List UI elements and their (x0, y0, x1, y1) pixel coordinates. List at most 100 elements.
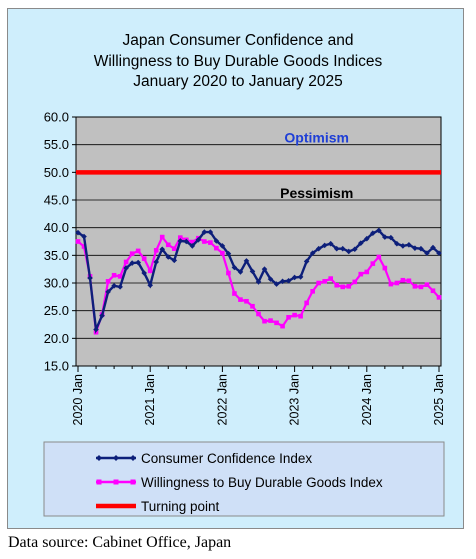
x-tick-label: 2021 Jan (143, 374, 157, 425)
series-lines (75, 170, 442, 335)
consumer-confidence-point (357, 240, 364, 246)
willingness-point (153, 248, 159, 253)
y-tick-label: 50.0 (44, 165, 69, 180)
y-tick-label: 35.0 (44, 248, 69, 263)
willingness-point (250, 303, 255, 309)
willingness-point (340, 284, 346, 290)
consumer-confidence-point (394, 240, 400, 247)
legend-entries: Consumer Confidence Index Willingness to … (96, 451, 383, 514)
y-tick-label: 45.0 (44, 193, 69, 208)
willingness-point (436, 295, 442, 300)
willingness-point (358, 271, 364, 277)
willingness-point (268, 318, 273, 323)
legend (43, 441, 445, 517)
willingness-point (123, 259, 129, 265)
plot-area (75, 116, 442, 367)
legend-swatch-marker (113, 455, 119, 461)
legend-swatch-marker (130, 479, 136, 485)
consumer-confidence-point (165, 254, 172, 260)
consumer-confidence-point (93, 326, 99, 333)
consumer-confidence-point (225, 250, 232, 257)
willingness-point (280, 323, 285, 329)
consumer-confidence-point (327, 240, 334, 247)
consumer-confidence-point (117, 284, 123, 290)
x-tick-label: 2025 Jan (432, 374, 446, 425)
y-tick-label: 20.0 (44, 331, 69, 346)
consumer-confidence-point (339, 245, 346, 252)
consumer-confidence-point (418, 245, 424, 252)
willingness-point (430, 288, 436, 294)
y-tick-label: 15.0 (44, 359, 69, 374)
willingness-point (232, 291, 237, 296)
legend-label: Willingness to Buy Durable Goods Index (141, 475, 383, 490)
consumer-confidence-point (345, 248, 352, 255)
chart-title-line: Willingness to Buy Durable Goods Indices (94, 53, 383, 70)
chart-title-line: Japan Consumer Confidence and (123, 32, 354, 49)
willingness-point (135, 248, 141, 254)
consumer-confidence-point (370, 230, 376, 236)
willingness-point (75, 239, 81, 244)
consumer-confidence-point (309, 250, 316, 256)
willingness-point (177, 235, 183, 240)
willingness-point (424, 282, 430, 287)
willingness-point (364, 269, 370, 275)
willingness-point (165, 242, 171, 248)
willingness-point (352, 279, 358, 285)
y-tick-label: 40.0 (44, 220, 69, 235)
willingness-point (202, 239, 207, 244)
consumer-confidence-point (388, 234, 394, 241)
legend-label: Turning point (141, 499, 220, 514)
consumer-confidence-point (273, 281, 280, 287)
consumer-confidence-point (412, 245, 418, 251)
chart-title: Japan Consumer Confidence and Willingness… (94, 32, 383, 90)
willingness-point (274, 320, 279, 326)
willingness-point (388, 281, 394, 287)
consumer-confidence-point (87, 275, 93, 281)
willingness-point (286, 315, 291, 320)
y-tick-label: 25.0 (44, 303, 69, 318)
y-axis: 15.0 20.0 25.0 30.0 35.0 40.0 45.0 50.0 55.0 60.0 (44, 110, 76, 374)
consumer-confidence-point (303, 258, 310, 265)
data-source-note: Data source: Cabinet Office, Japan (8, 534, 232, 551)
willingness-point (238, 297, 243, 302)
willingness-point (256, 311, 261, 317)
consumer-confidence-point (123, 265, 129, 271)
consumer-confidence-point (111, 282, 117, 289)
willingness-point (226, 270, 231, 276)
consumer-confidence-point (261, 266, 268, 272)
consumer-confidence-point (195, 237, 202, 243)
x-axis: 2020 Jan 2021 Jan 2022 Jan 2023 Jan 2024 Jan… (71, 366, 446, 425)
annotation-label: Pessimism (280, 185, 353, 201)
consumer-confidence-point (201, 229, 208, 235)
x-tick-label: 2020 Jan (71, 374, 85, 425)
willingness-point (310, 289, 315, 294)
consumer-confidence-point (135, 259, 141, 266)
consumer-confidence-point (436, 250, 442, 256)
consumer-confidence-point (364, 235, 370, 242)
willingness-point (214, 245, 219, 251)
willingness-point (141, 256, 147, 261)
consumer-confidence-point (243, 258, 250, 264)
willingness-point (322, 279, 327, 284)
legend-swatch-marker (130, 455, 136, 461)
chart-title-line: January 2020 to January 2025 (133, 73, 342, 90)
y-tick-label: 60.0 (44, 110, 69, 125)
willingness-point (262, 318, 267, 324)
willingness-point (346, 284, 352, 289)
consumer-confidence-point (159, 246, 166, 253)
consumer-confidence-point (351, 246, 358, 253)
consumer-confidence-point (430, 244, 436, 251)
consumer-confidence-point (177, 238, 184, 244)
willingness-point (370, 261, 376, 266)
legend-swatch-marker (96, 455, 102, 461)
consumer-confidence-point (99, 312, 105, 319)
consumer-confidence-point (147, 282, 153, 289)
consumer-confidence-point (315, 245, 322, 252)
willingness-point (105, 279, 111, 284)
willingness-point (159, 234, 165, 240)
consumer-confidence-point (291, 274, 298, 281)
legend-swatch-marker (96, 479, 102, 485)
willingness-point (147, 268, 153, 274)
willingness-point (220, 250, 225, 256)
consumer-confidence-point (75, 229, 81, 236)
